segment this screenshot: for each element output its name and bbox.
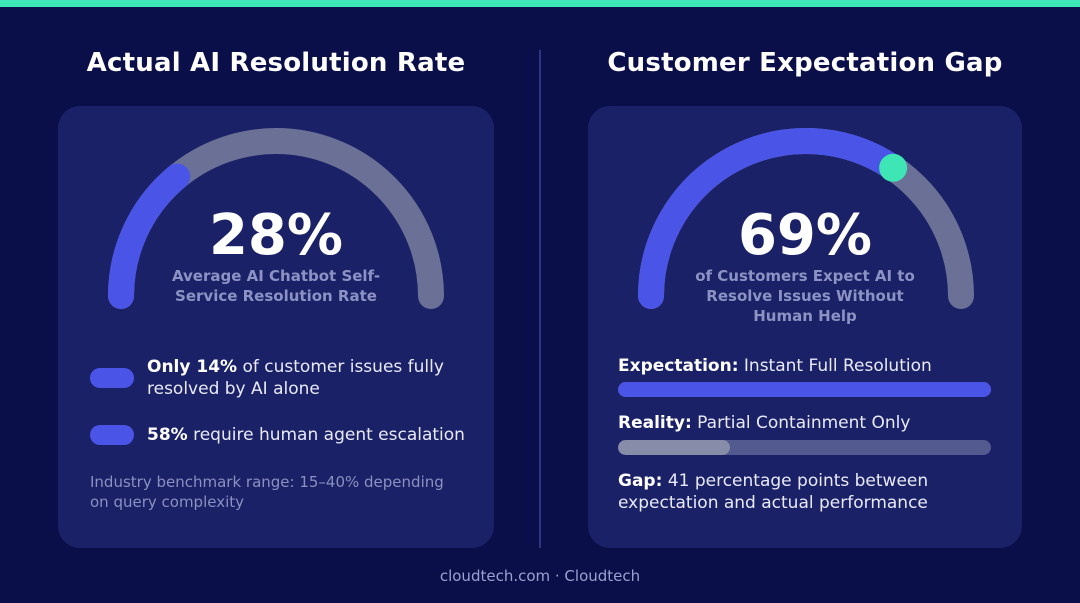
stat-text: Only 14% of customer issues fully resolv… — [147, 356, 477, 400]
stat-pill-marker — [90, 425, 134, 445]
stat-fully-resolved: Only 14% of customer issues fully resolv… — [90, 356, 470, 402]
resolution-rate-value: 28% — [208, 203, 344, 268]
label-bold: Reality: — [618, 413, 692, 433]
stat-text: 58% require human agent escalation — [147, 424, 477, 446]
left-panel-title: Actual AI Resolution Rate — [86, 48, 466, 78]
stat-human-escalation: 58% require human agent escalation — [90, 424, 470, 448]
gauge-indicator-dot — [879, 153, 908, 182]
expectation-caption: of Customers Expect AI to Resolve Issues… — [695, 267, 915, 325]
gap-summary: Gap: 41 percentage points between expect… — [618, 470, 998, 514]
resolution-rate-caption: Average AI Chatbot Self-Service Resoluti… — [171, 267, 381, 305]
expectation-gauge — [638, 128, 974, 309]
footer-credit: cloudtech.com · Cloudtech — [439, 567, 641, 585]
expectation-bar-track — [618, 382, 991, 397]
label-bold: Expectation: — [618, 356, 739, 376]
panel-divider — [539, 50, 541, 548]
label-rest: Partial Containment Only — [691, 413, 911, 433]
expectation-value: 69% — [737, 203, 873, 268]
gap-bold: Gap: — [618, 471, 663, 491]
reality-bar-fill — [618, 440, 730, 455]
stat-pill-marker — [90, 368, 134, 388]
stat-rest: require human agent escalation — [187, 425, 465, 445]
expectation-bar-fill — [618, 382, 991, 397]
gauge-value-arc — [638, 128, 907, 309]
benchmark-note: Industry benchmark range: 15–40% dependi… — [90, 473, 444, 511]
stat-bold: 58% — [147, 425, 188, 445]
reality-bar-label: Reality: Partial Containment Only — [618, 412, 910, 434]
stat-bold: Only 14% — [147, 357, 238, 377]
stat-rest: of customer issues fully resolved by AI … — [147, 357, 444, 399]
label-rest: Instant Full Resolution — [738, 356, 932, 376]
right-panel-title: Customer Expectation Gap — [607, 48, 1003, 78]
expectation-gap-card: 69% of Customers Expect AI to Resolve Is… — [588, 106, 1022, 548]
gauge-value-arc — [108, 163, 191, 309]
resolution-rate-gauge — [108, 128, 444, 309]
gap-rest: 41 percentage points between expectation… — [618, 471, 929, 513]
expectation-bar-label: Expectation: Instant Full Resolution — [618, 355, 932, 377]
resolution-rate-card: 28% Average AI Chatbot Self-Service Reso… — [58, 106, 494, 548]
accent-top-bar — [0, 0, 1080, 7]
reality-bar-track — [618, 440, 991, 455]
